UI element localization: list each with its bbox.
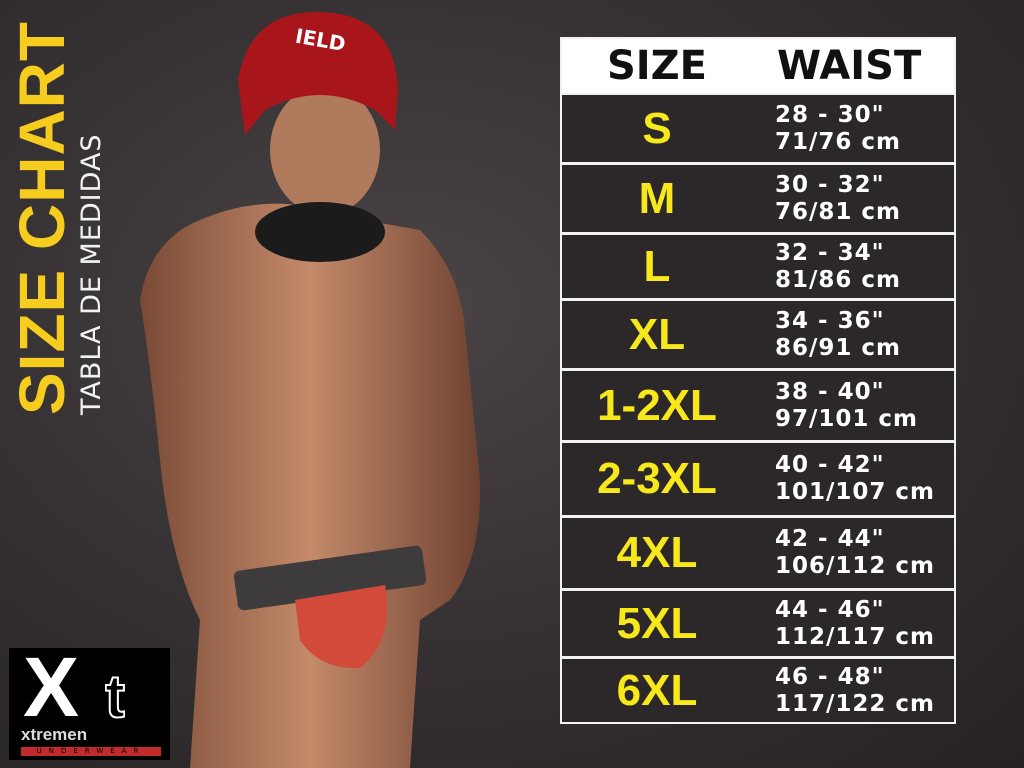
size-label: 5XL <box>616 598 698 648</box>
xtremen-logo: X t xtremen UNDERWEAR <box>9 648 170 760</box>
size-label: 6XL <box>616 665 698 715</box>
waist-cm: 106/112 cm <box>775 553 936 579</box>
waist-cm: 76/81 cm <box>775 198 902 225</box>
waist-cm: 81/86 cm <box>775 266 902 293</box>
waist-inches: 34 - 36" <box>775 307 885 334</box>
size-header: SIZE <box>606 43 708 89</box>
table-header: SIZE WAIST <box>562 39 954 93</box>
waist-inches: 44 - 46" <box>775 596 885 623</box>
side-title: SIZE CHART TABLA DE MEDIDAS <box>6 21 108 415</box>
waist-header: WAIST <box>777 43 922 89</box>
size-label: M <box>638 173 676 223</box>
size-label: 1-2XL <box>597 380 717 430</box>
waist-inches: 28 - 30" <box>775 101 885 128</box>
size-chart-subtitle: TABLA DE MEDIDAS <box>76 133 107 415</box>
waist-inches: 46 - 48" <box>775 663 885 690</box>
table-row: 4XL 42 - 44" 106/112 cm <box>562 518 954 588</box>
waist-values: 32 - 34" 81/86 cm <box>775 240 901 294</box>
waist-cm: 86/91 cm <box>775 334 902 361</box>
waist-values: 46 - 48" 117/122 cm <box>775 664 935 718</box>
table-row: S 28 - 30" 71/76 cm <box>562 95 954 162</box>
waist-inches: 40 - 42" <box>775 452 885 478</box>
waist-values: 42 - 44" 106/112 cm <box>775 526 935 580</box>
table-row: XL 34 - 36" 86/91 cm <box>562 301 954 368</box>
logo-brand: xtremen <box>21 726 88 744</box>
logo-x: X <box>23 650 80 724</box>
table-row: M 30 - 32" 76/81 cm <box>562 165 954 232</box>
size-label: S <box>642 103 672 153</box>
size-label: XL <box>628 309 686 359</box>
waist-cm: 71/76 cm <box>775 128 902 155</box>
waist-cm: 117/122 cm <box>775 690 936 717</box>
waist-values: 44 - 46" 112/117 cm <box>775 597 935 651</box>
waist-values: 34 - 36" 86/91 cm <box>775 308 901 362</box>
size-label: 2-3XL <box>597 454 717 503</box>
size-chart-title: SIZE CHART <box>6 21 78 415</box>
waist-values: 40 - 42" 101/107 cm <box>775 452 935 506</box>
model-photo: IELD <box>140 11 481 768</box>
table-row: 1-2XL 38 - 40" 97/101 cm <box>562 371 954 440</box>
waist-cm: 97/101 cm <box>775 405 919 432</box>
waist-values: 38 - 40" 97/101 cm <box>775 379 918 433</box>
waist-cm: 101/107 cm <box>775 479 936 505</box>
waist-inches: 32 - 34" <box>775 239 885 266</box>
table-row: 6XL 46 - 48" 117/122 cm <box>562 659 954 722</box>
size-label: L <box>643 241 671 291</box>
table-row: 5XL 44 - 46" 112/117 cm <box>562 591 954 656</box>
waist-inches: 30 - 32" <box>775 171 885 198</box>
waist-inches: 38 - 40" <box>775 378 885 405</box>
logo-tagline: UNDERWEAR <box>21 747 161 756</box>
waist-values: 30 - 32" 76/81 cm <box>775 172 901 226</box>
waist-values: 28 - 30" 71/76 cm <box>775 102 901 156</box>
size-label: 4XL <box>616 528 698 577</box>
size-table: SIZE WAIST S 28 - 30" 71/76 cm M 30 - 32" 7… <box>560 37 956 724</box>
waist-cm: 112/117 cm <box>775 623 936 650</box>
table-row: 2-3XL 40 - 42" 101/107 cm <box>562 443 954 515</box>
logo-t: t <box>105 670 125 724</box>
waist-inches: 42 - 44" <box>775 526 885 552</box>
table-row: L 32 - 34" 81/86 cm <box>562 235 954 298</box>
